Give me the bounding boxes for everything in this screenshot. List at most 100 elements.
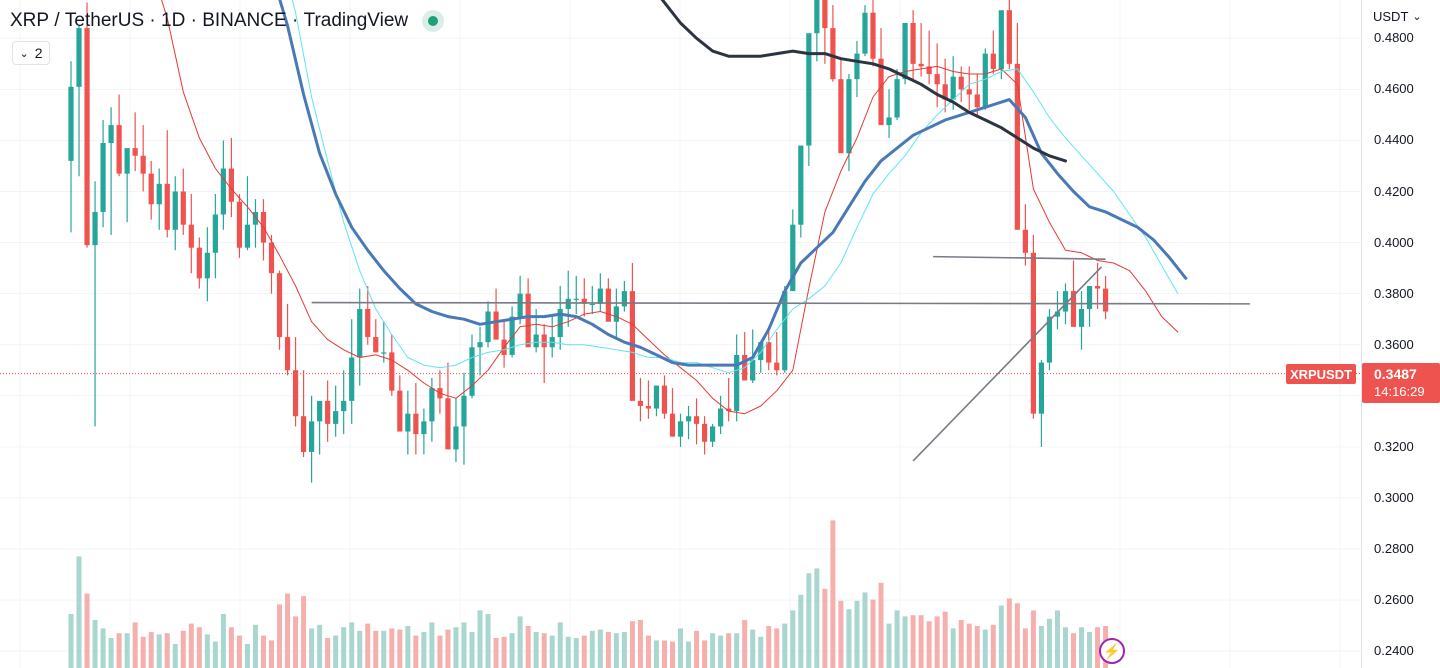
volume-bar <box>838 600 844 668</box>
candle-body <box>982 53 988 108</box>
volume-bar <box>1006 598 1012 668</box>
candle-body <box>942 84 948 100</box>
volume-bar <box>437 635 443 668</box>
candle-body <box>774 362 780 371</box>
volume-bar <box>445 629 451 668</box>
volume-bar <box>269 640 274 668</box>
price-axis[interactable] <box>1361 0 1440 668</box>
candle-body <box>878 58 884 126</box>
volume-bar <box>204 634 210 668</box>
volume-bar <box>373 630 379 668</box>
currency-selector[interactable]: USDT ⌄ <box>1373 9 1422 24</box>
candle-body <box>854 53 860 80</box>
volume-bar <box>533 632 539 668</box>
candle-body <box>485 311 491 343</box>
chart-header: XRP / TetherUS · 1D · BINANCE · TradingV… <box>10 10 445 32</box>
candle-body <box>461 395 467 427</box>
volume-bar <box>1014 603 1020 668</box>
candle-body <box>357 308 363 358</box>
interval-label[interactable]: 1D <box>161 10 186 31</box>
volume-bar <box>1095 627 1101 668</box>
volume-bar <box>260 635 266 668</box>
volume-bar <box>621 632 627 668</box>
volume-bar <box>68 614 74 668</box>
candle-body <box>573 298 579 300</box>
candle-body <box>341 400 347 412</box>
candle-body <box>750 360 756 381</box>
chevron-down-icon: ⌄ <box>1412 11 1422 23</box>
candle-body <box>846 79 852 154</box>
candle-body <box>268 242 275 274</box>
volume-bar <box>1071 633 1076 668</box>
candle-body <box>365 308 371 338</box>
price-tick-label: 0.2800 <box>1374 541 1414 556</box>
candle-body <box>886 117 892 126</box>
volume-bar <box>1054 610 1060 668</box>
volume-bar <box>92 620 98 668</box>
volume-bar <box>637 620 643 668</box>
volume-bar <box>846 609 852 668</box>
candle-body <box>806 33 812 146</box>
volume-bar <box>902 616 908 668</box>
ma-red-line <box>161 0 1179 415</box>
volume-bar <box>453 627 459 668</box>
candle-body <box>477 342 483 348</box>
candle-body <box>894 79 900 118</box>
volume-bar <box>918 615 924 668</box>
price-tick-label: 0.3600 <box>1374 336 1414 352</box>
candle-body <box>292 370 299 417</box>
volume-bar <box>413 635 419 668</box>
candle-body <box>1102 288 1109 312</box>
volume-bar <box>670 641 675 668</box>
symbol-base[interactable]: XRP <box>10 10 50 31</box>
candle-body <box>597 288 603 304</box>
volume-bar <box>870 599 876 668</box>
candle-body <box>621 291 627 307</box>
volume-bar <box>926 621 932 668</box>
volume-bar <box>180 630 186 668</box>
candle-body <box>605 288 611 322</box>
candle-body <box>453 426 459 450</box>
candle-body <box>276 273 283 338</box>
volume-bar <box>477 610 483 668</box>
candle-body <box>381 352 387 354</box>
price-tick-label: 0.3000 <box>1374 489 1414 505</box>
candle-body <box>1022 229 1028 253</box>
volume-bar <box>758 636 764 668</box>
candle-body <box>870 12 876 59</box>
volume-bar <box>116 633 122 668</box>
volume-bar <box>629 621 635 668</box>
volume-bar <box>549 635 555 668</box>
volume-bar <box>501 636 507 668</box>
candle-body <box>333 411 339 424</box>
candle-body <box>469 347 475 396</box>
candle-body <box>661 385 668 414</box>
volume-bar <box>525 626 531 668</box>
candle-body <box>1006 10 1012 64</box>
volume-bar <box>798 594 804 668</box>
candle-body <box>830 28 836 80</box>
candle-body <box>92 211 98 246</box>
volume-bar <box>910 615 916 668</box>
price-tick-label: 0.4400 <box>1374 132 1414 148</box>
candle-body <box>252 211 259 225</box>
candle-body <box>677 421 684 437</box>
lightning-icon[interactable]: ⚡ <box>1099 638 1125 664</box>
volume-bar <box>1079 627 1085 668</box>
market-status-icon[interactable] <box>422 10 445 32</box>
volume-bar <box>653 640 659 668</box>
candle-body <box>613 306 619 322</box>
volume-bar <box>613 633 619 668</box>
symbol-separator: / <box>49 10 65 31</box>
volume-bar <box>702 640 708 668</box>
volume-bar <box>814 568 820 668</box>
ma-cyan-line <box>291 0 1179 374</box>
indicators-toggle-button[interactable]: ⌄ 2 <box>12 41 50 65</box>
candle-body <box>164 183 170 230</box>
candle-body <box>236 201 243 248</box>
candle-body <box>309 421 315 452</box>
candle-body <box>493 311 499 340</box>
volume-bar <box>878 582 884 668</box>
candle-body <box>1046 316 1053 363</box>
